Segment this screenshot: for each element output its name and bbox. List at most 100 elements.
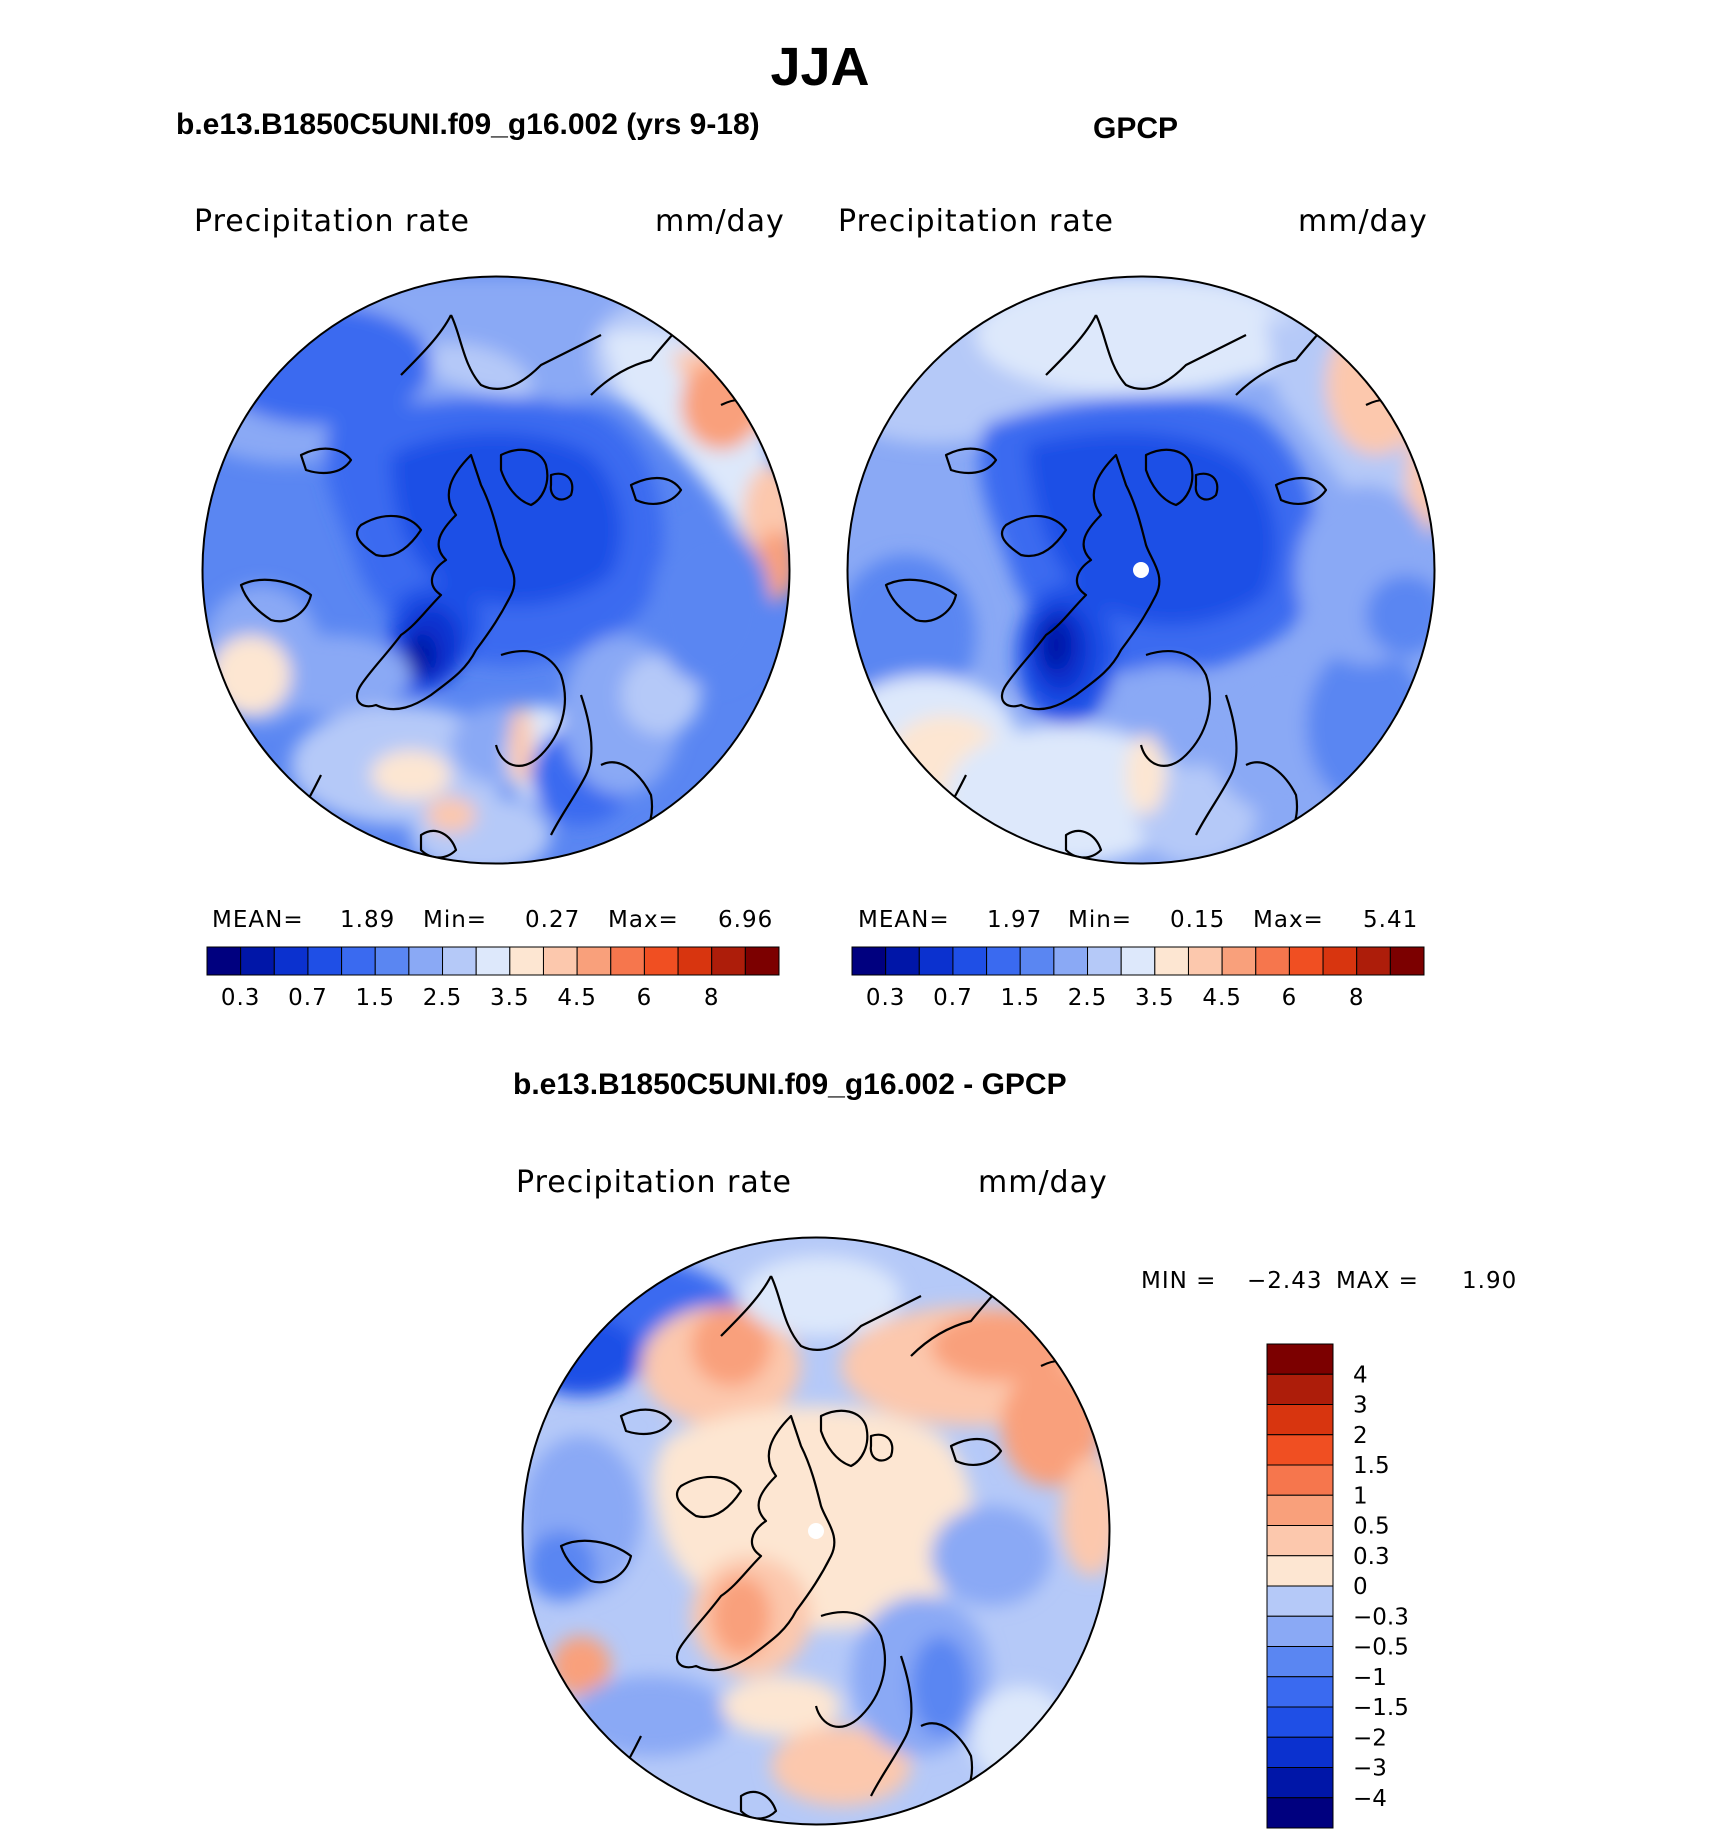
obs-colorbar-tick-label: 3.5	[1135, 985, 1175, 1011]
obs-variable-label: Precipitation rate	[838, 204, 1114, 239]
diff-colorbar-color-box	[1266, 1585, 1334, 1617]
model-precip-map	[201, 275, 791, 865]
obs-max-label: Max=	[1253, 907, 1324, 933]
obs-colorbar-color-box	[1389, 946, 1425, 976]
model-max-label: Max=	[608, 907, 679, 933]
diff-min-value: −2.43	[1247, 1268, 1323, 1294]
model-colorbar-tick-label: 8	[704, 985, 720, 1011]
obs-colorbar-color-box	[1255, 946, 1290, 976]
diff-variable-label: Precipitation rate	[516, 1165, 792, 1200]
obs-colorbar-color-box	[1019, 946, 1055, 976]
diff-colorbar-color-box	[1266, 1434, 1334, 1466]
model-colorbar-color-box	[744, 946, 780, 976]
model-colorbar-tick-label: 0.3	[221, 985, 261, 1011]
diff-colorbar-color-box	[1266, 1706, 1334, 1738]
model-min-label: Min=	[423, 907, 488, 933]
obs-min-value: 0.15	[1170, 907, 1226, 933]
model-colorbar-tick-label: 6	[637, 985, 653, 1011]
obs-min-label: Min=	[1068, 907, 1133, 933]
obs-mean-label: MEAN=	[858, 907, 950, 933]
diff-colorbar-tick-label: 2	[1353, 1423, 1368, 1449]
obs-colorbar-color-box	[851, 946, 887, 976]
diff-colorbar-color-box	[1266, 1736, 1334, 1768]
diff-units-label: mm/day	[978, 1165, 1108, 1200]
model-units-label: mm/day	[655, 204, 785, 239]
diff-colorbar-color-box	[1266, 1555, 1334, 1587]
diff-colorbar-color-box	[1266, 1464, 1334, 1496]
obs-pole-missing-data	[1133, 562, 1149, 578]
model-colorbar-color-box	[341, 946, 376, 976]
diff-colorbar-color-box	[1266, 1343, 1334, 1375]
diff-colorbar-tick-label: 4	[1353, 1362, 1368, 1388]
model-colorbar-color-box	[643, 946, 679, 976]
diff-colorbar-tick-label: −2	[1353, 1725, 1387, 1751]
obs-colorbar-tick-label: 4.5	[1202, 985, 1242, 1011]
diff-colorbar-tick-label: −0.3	[1353, 1604, 1409, 1630]
model-colorbar-color-box	[475, 946, 511, 976]
model-colorbar-color-box	[240, 946, 275, 976]
model-colorbar-color-box	[542, 946, 578, 976]
obs-colorbar: 0.3 0.7 1.5 2.5 3.5 4.5 6 8	[851, 946, 1425, 1011]
obs-colorbar-color-box	[1154, 946, 1189, 976]
diff-colorbar-tick-label: 0.3	[1353, 1544, 1390, 1570]
diff-colorbar-color-box	[1266, 1494, 1334, 1526]
obs-colorbar-tick-label: 8	[1349, 985, 1365, 1011]
obs-colorbar-color-box	[918, 946, 954, 976]
model-colorbar-color-box	[206, 946, 242, 976]
model-colorbar-color-box	[610, 946, 645, 976]
diff-pole-missing-data	[808, 1523, 824, 1539]
obs-map-border	[846, 275, 1436, 865]
diff-colorbar-color-box	[1266, 1373, 1334, 1405]
model-max-value: 6.96	[718, 907, 774, 933]
diff-max-label: MAX =	[1336, 1268, 1419, 1294]
obs-colorbar-tick-label: 0.3	[866, 985, 906, 1011]
diff-colorbar-tick-label: 1.5	[1353, 1453, 1390, 1479]
model-colorbar-color-box	[374, 946, 410, 976]
diff-colorbar-color-box	[1266, 1767, 1334, 1799]
obs-colorbar-color-box	[885, 946, 920, 976]
diff-colorbar-tick-label: −3	[1353, 1756, 1387, 1782]
diff-colorbar-tick-label: −1.5	[1353, 1695, 1409, 1721]
obs-max-value: 5.41	[1363, 907, 1419, 933]
diff-map-border	[521, 1236, 1111, 1826]
model-colorbar-color-box	[509, 946, 544, 976]
obs-colorbar-color-box	[1322, 946, 1358, 976]
obs-units-label: mm/day	[1298, 204, 1428, 239]
model-variable-label: Precipitation rate	[194, 204, 470, 239]
obs-colorbar-tick-label: 2.5	[1068, 985, 1108, 1011]
model-colorbar-color-box	[408, 946, 444, 976]
diff-max-value: 1.90	[1462, 1268, 1518, 1294]
obs-colorbar-color-box	[1221, 946, 1257, 976]
model-colorbar: 0.3 0.7 1.5 2.5 3.5 4.5 6 8	[206, 946, 780, 1011]
model-min-value: 0.27	[525, 907, 581, 933]
model-colorbar-color-box	[576, 946, 612, 976]
diff-colorbar-tick-label: 0.5	[1353, 1514, 1390, 1540]
model-colorbar-tick-label: 1.5	[355, 985, 395, 1011]
panel-title-diff: b.e13.B1850C5UNI.f09_g16.002 - GPCP	[513, 1068, 1067, 1101]
model-colorbar-color-box	[442, 946, 477, 976]
obs-colorbar-color-box	[1356, 946, 1391, 976]
obs-mean-value: 1.97	[987, 907, 1043, 933]
model-colorbar-tick-label: 2.5	[423, 985, 463, 1011]
obs-colorbar-color-box	[1288, 946, 1324, 976]
model-colorbar-color-box	[677, 946, 713, 976]
model-mean-value: 1.89	[340, 907, 396, 933]
diff-colorbar-color-box	[1266, 1615, 1334, 1647]
diff-colorbar-tick-label: −4	[1353, 1786, 1387, 1812]
diff-colorbar-color-box	[1266, 1676, 1334, 1708]
diff-colorbar-color-box	[1266, 1525, 1334, 1557]
diff-colorbar-color-box	[1266, 1646, 1334, 1678]
obs-colorbar-color-box	[1087, 946, 1122, 976]
diff-colorbar-color-box	[1266, 1404, 1334, 1436]
obs-colorbar-color-box	[952, 946, 988, 976]
model-mean-label: MEAN=	[212, 907, 304, 933]
diff-colorbar-tick-label: 0	[1353, 1574, 1368, 1600]
diff-colorbar: 4 3 2 1.5 1 0.5 0.3 0 −0.3 −0.5 −1 −1.5 −2 −3 −4	[1266, 1343, 1409, 1829]
panel-title-model: b.e13.B1850C5UNI.f09_g16.002 (yrs 9-18)	[176, 108, 760, 141]
obs-colorbar-tick-label: 0.7	[933, 985, 973, 1011]
obs-colorbar-color-box	[986, 946, 1021, 976]
diff-colorbar-tick-label: −1	[1353, 1665, 1387, 1691]
obs-colorbar-color-box	[1120, 946, 1156, 976]
obs-colorbar-color-box	[1187, 946, 1223, 976]
diff-colorbar-tick-label: −0.5	[1353, 1635, 1409, 1661]
